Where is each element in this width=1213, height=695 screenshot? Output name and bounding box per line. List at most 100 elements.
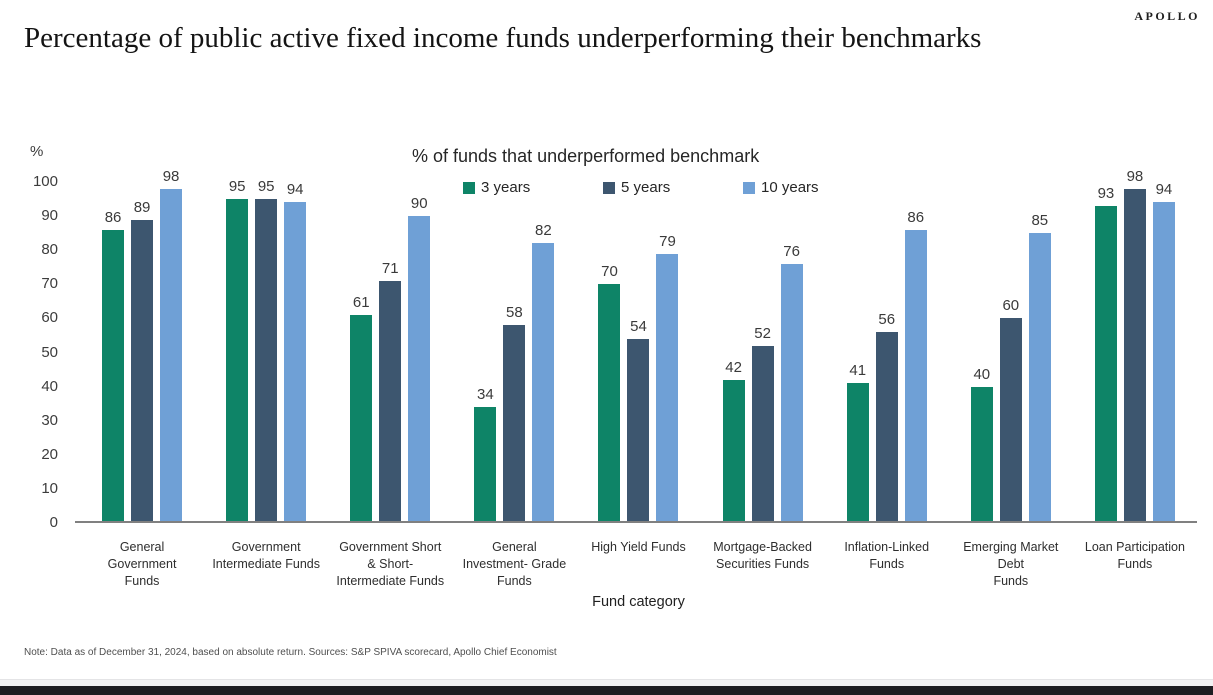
bar-value-label: 58: [506, 304, 523, 322]
legend-item: 3 years: [463, 179, 530, 196]
x-axis-category-line: High Yield Funds: [591, 540, 686, 554]
y-axis-tick-label: 40: [41, 377, 58, 395]
legend-item-label: 10 years: [761, 179, 819, 196]
x-axis-labels: General Government Funds Government Intermed…: [80, 539, 1197, 590]
x-axis-category-line: Inflation-Linked: [844, 540, 930, 554]
legend-item-label: 5 years: [621, 179, 671, 196]
y-axis: 100 90 80 70 60 50 40 30 20 10 0: [0, 173, 58, 531]
bar-value-label: 86: [907, 208, 925, 226]
bar-group: 40 60 85: [949, 182, 1073, 523]
x-axis-category-line: Funds: [993, 574, 1029, 588]
bar-value-label: 61: [352, 294, 370, 311]
bar-value-label: 54: [630, 317, 647, 335]
x-axis-category-line: Funds: [124, 574, 160, 588]
x-axis-category-label: General Investment- Grade Funds: [452, 539, 576, 590]
x-axis-category-label: Government Short & Short- Intermediate Fun…: [328, 539, 452, 590]
bottom-light-strip: [0, 679, 1213, 686]
bar: 90: [408, 195, 431, 523]
bar-value-label: 40: [973, 365, 991, 383]
x-axis-category-line: Government: [107, 557, 177, 571]
x-axis-line: [75, 521, 1197, 523]
y-axis-tick-label: 30: [41, 411, 58, 429]
bar: 95: [226, 178, 249, 523]
x-axis-category-label: High Yield Funds: [576, 539, 700, 590]
bar-group: 41 56 86: [825, 182, 949, 523]
x-axis-category-label: Emerging Market Debt Funds: [949, 539, 1073, 590]
bar-value-label: 82: [535, 222, 552, 240]
bar-group: 61 71 90: [328, 182, 452, 523]
legend-title: % of funds that underperformed benchmark: [412, 146, 760, 166]
bar: 85: [1028, 212, 1051, 523]
bar: 76: [780, 243, 803, 523]
bar-value-label: 94: [1155, 181, 1173, 199]
footnote: Note: Data as of December 31, 2024, base…: [24, 647, 557, 658]
apollo-logo: APOLLO: [1134, 9, 1200, 23]
y-axis-tick-label: 10: [41, 479, 58, 497]
bar-value-label: 56: [878, 311, 896, 329]
x-axis-category-label: General Government Funds: [80, 539, 204, 590]
bar: 52: [751, 325, 774, 523]
bar-value-label: 98: [162, 167, 180, 185]
x-axis-category-line: General: [492, 540, 537, 554]
y-axis-tick-label: 80: [41, 241, 58, 259]
bar-value-label: 93: [1097, 184, 1115, 202]
bar-group: 93 98 94: [1073, 168, 1197, 523]
bar-value-label: 95: [228, 178, 246, 196]
bar-value-label: 85: [1031, 212, 1049, 230]
bar: 42: [722, 359, 745, 523]
x-axis-category-line: & Short-: [367, 557, 414, 571]
bar-group: 95 95 94: [204, 178, 328, 523]
bar: 86: [102, 209, 125, 523]
bar: 56: [875, 311, 898, 523]
bar-value-label: 71: [381, 259, 399, 277]
bar-value-label: 94: [286, 181, 304, 199]
bar-value-label: 42: [725, 358, 742, 376]
bar-group: 34 58 82: [452, 182, 576, 523]
bar: 89: [131, 199, 154, 523]
y-axis-tick-label: 60: [41, 309, 58, 327]
bar-value-label: 95: [257, 178, 275, 196]
bar: 82: [532, 222, 555, 523]
x-axis-category-line: Securities Funds: [716, 557, 810, 571]
bar-value-label: 34: [477, 386, 494, 404]
y-axis-tick-label: 50: [41, 343, 58, 361]
x-axis-category-line: Intermediate Funds: [336, 574, 445, 588]
x-axis-category-line: Investment- Grade: [462, 557, 567, 571]
x-axis-category-line: Intermediate Funds: [212, 557, 321, 571]
bar: 70: [598, 263, 621, 523]
legend-item: 10 years: [743, 179, 819, 196]
bar: 98: [160, 168, 183, 523]
page-title: Percentage of public active fixed income…: [24, 22, 982, 54]
bar: 98: [1123, 168, 1146, 523]
y-axis-tick-label: 100: [32, 173, 58, 190]
x-axis-category-line: Funds: [869, 557, 905, 571]
bar: 94: [284, 181, 307, 523]
bar: 79: [656, 233, 679, 523]
bar-value-label: 90: [410, 195, 428, 213]
x-axis-category-line: Debt: [997, 557, 1025, 571]
bottom-dark-bar: [0, 686, 1213, 695]
x-axis-category-line: Loan Participation: [1084, 540, 1185, 554]
legend-swatch-icon: [743, 181, 755, 194]
bar: 86: [904, 209, 927, 523]
x-axis-category-line: Emerging Market: [963, 540, 1059, 554]
legend-item-label: 3 years: [481, 179, 531, 196]
bar-group: 42 52 76: [701, 182, 825, 523]
bar-value-label: 89: [133, 198, 151, 216]
bar-group: 70 54 79: [576, 182, 700, 523]
x-axis-category-line: General: [119, 540, 165, 554]
bar-value-label: 70: [601, 263, 618, 281]
x-axis-category-label: Government Intermediate Funds: [204, 539, 328, 590]
bar: 60: [999, 297, 1022, 523]
x-axis-category-line: Government Short: [339, 540, 442, 554]
bar-group: 86 89 98: [80, 168, 204, 523]
bar-value-label: 86: [104, 208, 122, 226]
x-axis-category-line: Mortgage-Backed: [713, 540, 812, 554]
bar-value-label: 76: [783, 242, 800, 260]
x-axis-category-line: Funds: [1117, 557, 1153, 571]
bar: 71: [379, 260, 402, 523]
bar: 34: [474, 386, 497, 523]
y-axis-tick-label: 20: [41, 445, 58, 463]
bar: 94: [1152, 181, 1175, 523]
